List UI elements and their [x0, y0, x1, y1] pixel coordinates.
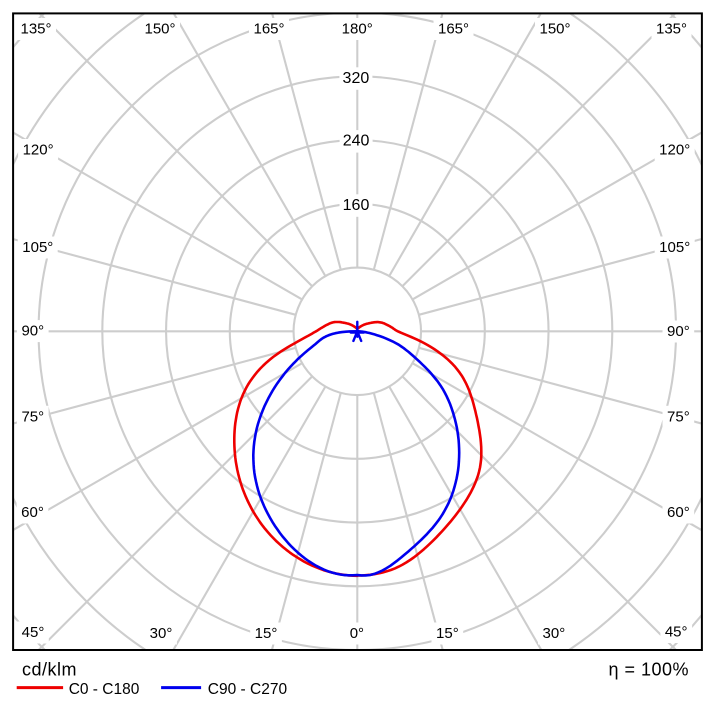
svg-text:15°: 15°: [255, 625, 278, 642]
svg-text:180°: 180°: [342, 21, 373, 38]
svg-text:45°: 45°: [665, 624, 688, 641]
svg-text:135°: 135°: [656, 21, 687, 38]
svg-text:165°: 165°: [253, 21, 284, 38]
svg-text:15°: 15°: [436, 625, 459, 642]
svg-text:60°: 60°: [667, 504, 690, 521]
svg-text:150°: 150°: [144, 21, 175, 38]
svg-text:150°: 150°: [539, 21, 570, 38]
svg-text:240: 240: [343, 133, 370, 150]
svg-text:60°: 60°: [21, 504, 44, 521]
svg-text:75°: 75°: [667, 408, 690, 425]
svg-text:105°: 105°: [659, 239, 690, 256]
svg-text:45°: 45°: [22, 624, 45, 641]
svg-text:165°: 165°: [438, 21, 469, 38]
svg-text:135°: 135°: [20, 21, 51, 38]
svg-text:105°: 105°: [22, 239, 53, 256]
svg-text:0°: 0°: [350, 625, 364, 642]
svg-text:30°: 30°: [543, 625, 566, 642]
svg-text:C90 - C270: C90 - C270: [208, 681, 288, 698]
svg-text:160: 160: [343, 197, 370, 214]
svg-text:η = 100%: η = 100%: [608, 659, 689, 679]
svg-text:90°: 90°: [667, 323, 690, 340]
svg-text:75°: 75°: [21, 408, 44, 425]
svg-text:320: 320: [343, 70, 370, 87]
svg-text:90°: 90°: [21, 323, 44, 340]
svg-text:120°: 120°: [23, 142, 54, 159]
svg-text:cd/klm: cd/klm: [22, 659, 77, 679]
svg-text:120°: 120°: [659, 142, 690, 159]
svg-text:C0 - C180: C0 - C180: [69, 681, 140, 698]
svg-text:30°: 30°: [150, 625, 173, 642]
